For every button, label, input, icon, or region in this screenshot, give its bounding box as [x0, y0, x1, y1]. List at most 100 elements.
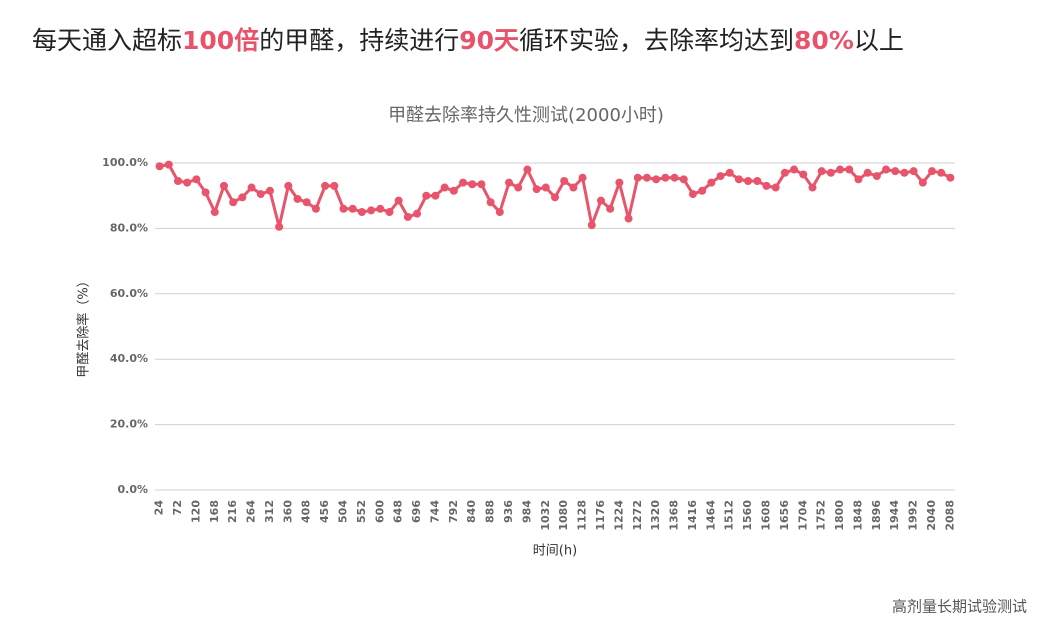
x-tick-label: 1896 [870, 500, 883, 531]
data-point [615, 178, 624, 187]
x-tick-label: 2088 [943, 500, 956, 531]
x-tick-label: 1416 [686, 500, 699, 531]
data-point [532, 185, 541, 194]
x-tick-label: 888 [484, 500, 497, 523]
x-tick-label: 264 [245, 500, 258, 523]
data-point [928, 167, 937, 176]
x-tick-label: 600 [373, 500, 386, 523]
x-tick-label: 744 [428, 500, 441, 523]
y-axis-label: 甲醛去除率（%） [76, 274, 92, 377]
data-point [909, 167, 918, 176]
x-tick-label: 456 [318, 500, 331, 523]
x-tick-label: 1944 [888, 500, 901, 531]
data-point [771, 183, 780, 192]
x-tick-label: 936 [502, 500, 515, 523]
x-tick-label: 1560 [741, 500, 754, 531]
data-point [183, 178, 192, 187]
y-tick-label: 100.0% [102, 156, 148, 169]
data-point [808, 183, 817, 192]
y-tick-label: 40.0% [110, 352, 148, 365]
x-tick-label: 792 [447, 500, 460, 523]
data-point [817, 167, 826, 176]
data-point [201, 188, 210, 197]
data-point [293, 194, 302, 203]
headline-text: 循环实验，去除率均达到 [519, 26, 794, 55]
data-point [192, 175, 201, 184]
y-tick-label: 60.0% [110, 287, 148, 300]
x-tick-label: 696 [410, 500, 423, 523]
data-point [707, 178, 716, 187]
x-tick-label: 1848 [851, 500, 864, 531]
data-point [495, 208, 504, 217]
data-point [459, 178, 468, 187]
data-point [780, 168, 789, 177]
x-tick-label: 1464 [704, 500, 717, 531]
data-point [164, 160, 173, 169]
headline-highlight: 80% [794, 26, 854, 55]
data-point [275, 222, 284, 231]
data-point [753, 176, 762, 185]
headline-text: 以上 [854, 26, 904, 55]
data-point [716, 172, 725, 181]
x-tick-label: 168 [208, 500, 221, 523]
headline-highlight: 90天 [459, 26, 519, 55]
data-point [845, 165, 854, 174]
data-point [882, 165, 891, 174]
data-point [413, 209, 422, 218]
x-tick-label: 1752 [815, 500, 828, 531]
x-tick-label: 1224 [612, 500, 625, 531]
x-tick-label: 552 [355, 500, 368, 523]
x-tick-label: 216 [226, 500, 239, 523]
data-point [210, 208, 219, 217]
data-point [229, 198, 238, 207]
data-point [790, 165, 799, 174]
data-point [523, 165, 532, 174]
data-point [357, 208, 366, 217]
data-point [339, 204, 348, 213]
x-tick-label: 1032 [539, 500, 552, 531]
data-point [606, 204, 615, 213]
x-tick-label: 24 [153, 500, 166, 516]
chart-title: 甲醛去除率持久性测试(2000小时) [388, 105, 664, 126]
x-tick-label: 1800 [833, 500, 846, 531]
data-point [624, 214, 633, 223]
data-point [284, 181, 293, 190]
headline-highlight: 100倍 [182, 26, 259, 55]
data-point [587, 221, 596, 230]
data-point [670, 173, 679, 182]
data-point [431, 191, 440, 200]
data-point [900, 168, 909, 177]
data-point [311, 204, 320, 213]
data-point [679, 175, 688, 184]
data-point [449, 186, 458, 195]
x-tick-label: 360 [281, 500, 294, 523]
data-point [826, 168, 835, 177]
x-tick-label: 408 [300, 500, 313, 523]
data-point [247, 183, 256, 192]
data-point [863, 168, 872, 177]
x-tick-label: 1176 [594, 500, 607, 531]
data-point [505, 178, 514, 187]
data-point [642, 173, 651, 182]
data-point [348, 204, 357, 213]
x-tick-label: 504 [337, 500, 350, 523]
data-point [486, 198, 495, 207]
data-point [321, 181, 330, 190]
data-point [661, 173, 670, 182]
data-point [219, 181, 228, 190]
data-point [422, 191, 431, 200]
data-point [937, 168, 946, 177]
data-point [385, 208, 394, 217]
x-tick-label: 1368 [668, 500, 681, 531]
x-tick-label: 984 [520, 500, 533, 523]
data-point [238, 193, 247, 202]
x-tick-label: 312 [263, 500, 276, 523]
data-point [541, 183, 550, 192]
x-tick-label: 120 [189, 500, 202, 523]
data-point [596, 196, 605, 205]
data-point [155, 162, 164, 171]
data-point [173, 176, 182, 185]
data-point [468, 180, 477, 189]
y-tick-label: 20.0% [110, 418, 148, 431]
